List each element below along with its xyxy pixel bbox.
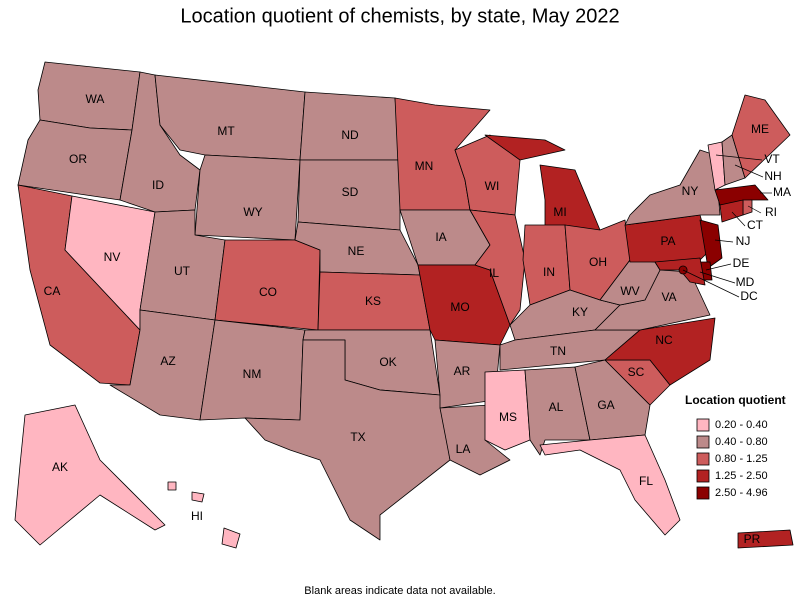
state-label: HI — [191, 509, 203, 523]
state-label: UT — [174, 264, 191, 278]
state-label: TX — [350, 430, 365, 444]
state-labels: WA OR CA NV ID MT WY UT AZ CO NM ND SD NE KS OK TX MN IA MO… — [44, 92, 791, 546]
state-label: MN — [415, 159, 434, 173]
state-label: SC — [628, 365, 645, 379]
state-label: OK — [379, 355, 396, 369]
state-shape — [299, 91, 401, 161]
state-label: IL — [489, 266, 499, 280]
state-label: NY — [682, 184, 699, 198]
state-label: LA — [456, 442, 471, 456]
state-label: CT — [747, 218, 764, 232]
state-label: NM — [243, 367, 262, 381]
state-label: WY — [243, 205, 262, 219]
state-label: TN — [550, 344, 566, 358]
state-label: AR — [454, 364, 471, 378]
leader-line — [705, 263, 732, 271]
state-label: ME — [751, 122, 769, 136]
state-label: ND — [341, 128, 359, 142]
leader-line — [734, 164, 764, 178]
state-label: NH — [764, 169, 781, 183]
state-label: OR — [69, 152, 87, 166]
state-label: NJ — [736, 234, 751, 248]
state-label: NC — [655, 333, 673, 347]
footnote: Blank areas indicate data not available. — [304, 585, 495, 597]
state-label: SD — [342, 185, 359, 199]
legend-swatch — [696, 452, 710, 466]
legend-swatch — [696, 469, 710, 483]
leader-line — [682, 269, 740, 298]
legend-swatch — [696, 435, 710, 449]
state-label: AK — [52, 460, 68, 474]
state-shape — [714, 184, 769, 206]
state-label: IN — [543, 265, 555, 279]
leader-line — [747, 205, 762, 214]
state-label: IA — [435, 230, 446, 244]
state-label: NE — [348, 244, 365, 258]
legend-label: 0.80 - 1.25 — [715, 453, 768, 465]
state-label: MT — [217, 124, 235, 138]
state-label: NV — [104, 250, 121, 264]
state-label: ID — [152, 178, 164, 192]
state-label: PA — [660, 234, 675, 248]
state-label: GA — [597, 398, 614, 412]
state-shape — [737, 529, 794, 549]
state-shape — [654, 257, 706, 286]
state-shape — [194, 154, 301, 241]
state-shape — [154, 74, 306, 161]
state-label: WA — [86, 92, 105, 106]
state-label: MS — [499, 410, 517, 424]
state-shape — [624, 149, 721, 226]
legend-swatch — [696, 486, 710, 500]
state-label: RI — [765, 205, 777, 219]
state-label: MI — [553, 205, 566, 219]
state-shape — [719, 199, 744, 223]
state-label: DC — [740, 289, 758, 303]
state-shape — [699, 219, 723, 269]
state-label: VT — [764, 152, 780, 166]
leader-line — [714, 239, 734, 243]
legend-label: 0.40 - 0.80 — [715, 436, 768, 448]
map-title: Location quotient of chemists, by state,… — [180, 5, 619, 27]
state-shape — [484, 369, 531, 451]
state-shape — [434, 339, 501, 409]
state-label: WI — [485, 179, 500, 193]
leader-line — [715, 154, 763, 161]
state-label: AZ — [160, 354, 175, 368]
state-label: CA — [44, 284, 61, 298]
legend-title: Location quotient — [685, 393, 786, 407]
legend: 0.20 - 0.40 0.40 - 0.80 0.80 - 1.25 1.25 - … — [696, 418, 768, 500]
state-label: KY — [572, 305, 588, 319]
states — [14, 61, 794, 549]
state-label: PR — [744, 532, 761, 546]
state-label: CO — [259, 285, 277, 299]
state-label: OH — [589, 255, 607, 269]
state-label: MA — [773, 185, 791, 199]
state-shape — [574, 359, 651, 441]
legend-label: 1.25 - 2.50 — [715, 470, 768, 482]
state-label: VA — [661, 290, 676, 304]
leader-line — [699, 271, 736, 284]
state-shape — [167, 481, 241, 549]
state-shape — [731, 94, 791, 179]
state-label: FL — [639, 474, 653, 488]
state-label: WV — [620, 284, 639, 298]
state-label: AL — [549, 400, 564, 414]
state-label: MO — [450, 300, 469, 314]
leader-line — [731, 211, 746, 227]
legend-label: 0.20 - 0.40 — [715, 419, 768, 431]
state-shape — [539, 434, 681, 536]
state-label: MD — [736, 275, 755, 289]
state-shape — [244, 339, 451, 541]
legend-label: 2.50 - 4.96 — [715, 487, 768, 499]
legend-swatch — [696, 418, 710, 432]
state-label: KS — [365, 294, 381, 308]
state-label: DE — [733, 256, 750, 270]
state-shape — [14, 404, 166, 546]
